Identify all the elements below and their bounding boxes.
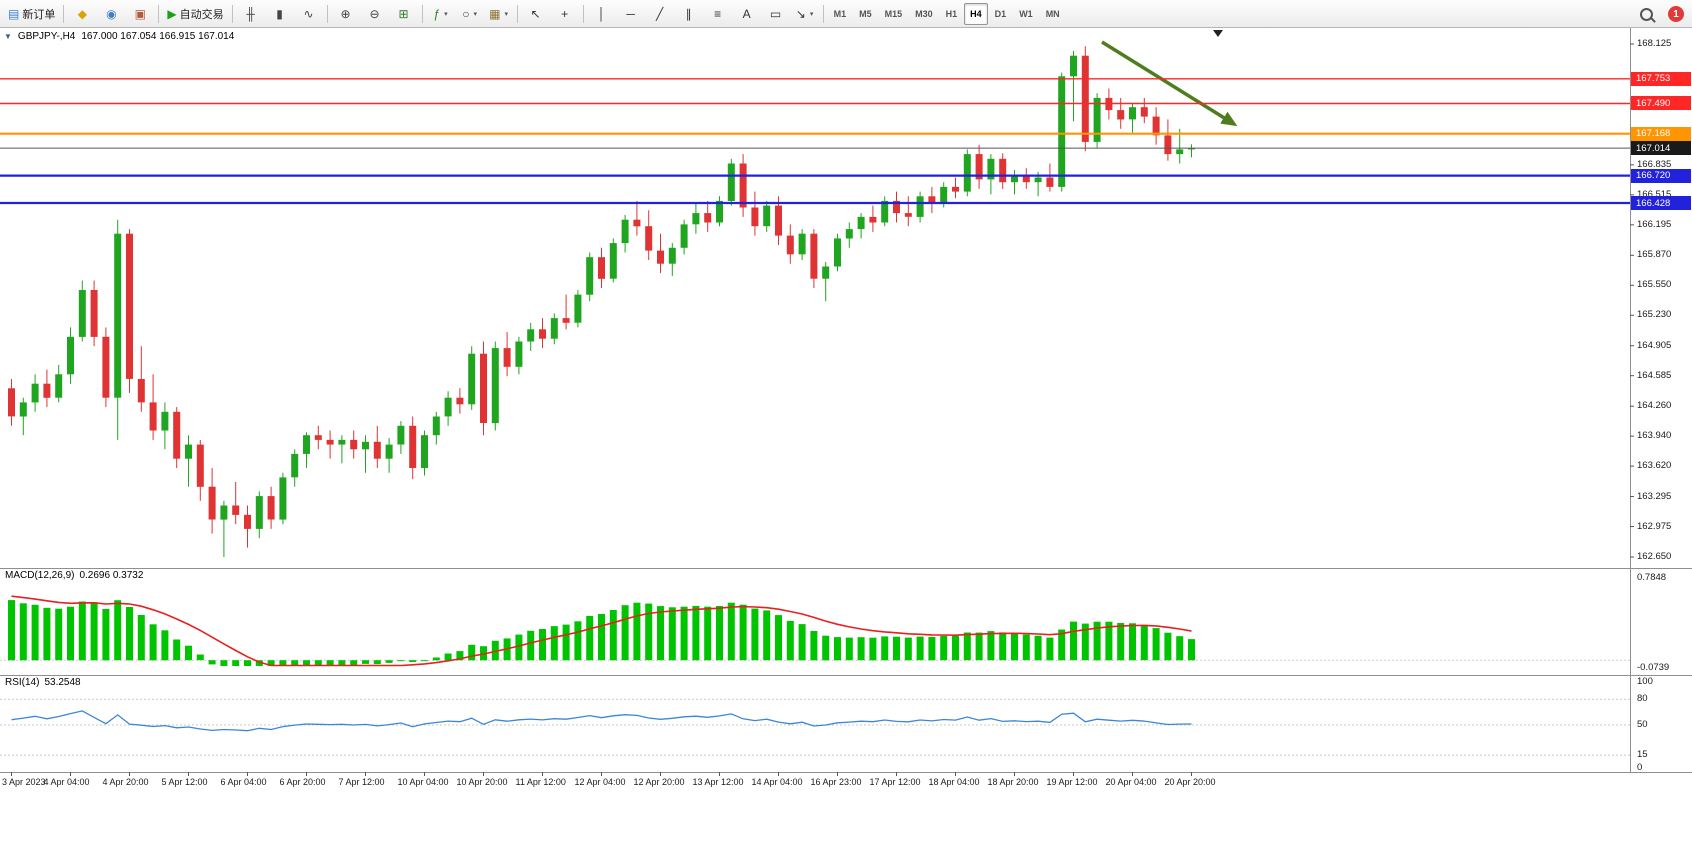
profiles-button[interactable]: ◉ — [97, 2, 125, 26]
toolbar-separator — [158, 4, 160, 23]
zoom-out-button[interactable]: ⊖ — [361, 2, 389, 26]
periods-button[interactable]: ○ ▾ — [456, 2, 484, 26]
crosshair-button[interactable]: + — [551, 2, 579, 26]
toolbar-right-cluster: 1 — [1632, 0, 1684, 28]
crosshair-icon: + — [561, 6, 569, 21]
toolbar-separator — [582, 4, 584, 23]
timeframe-d1-button[interactable]: D1 — [994, 8, 1007, 19]
timeframe-mn-button[interactable]: MN — [1045, 8, 1060, 19]
new-chart-button[interactable]: ◆ — [68, 2, 96, 26]
toolbar-separator — [63, 4, 65, 23]
cursor-icon: ↖ — [530, 6, 541, 21]
channel-button[interactable]: ∥ — [675, 2, 703, 26]
chart-area: ▼ GBPJPY-,H4 167.000 167.054 166.915 167… — [0, 28, 1692, 855]
zoom-in-icon: ⊕ — [340, 6, 351, 21]
chevron-down-icon: ▾ — [444, 10, 448, 18]
horizontal-line-button[interactable]: ─ — [617, 2, 645, 26]
toolbar-separator — [516, 4, 518, 23]
bar-chart-icon: ╫ — [246, 6, 255, 21]
vertical-line-button[interactable]: │ — [588, 2, 616, 26]
channel-icon: ∥ — [685, 6, 692, 21]
timeframe-m1-button[interactable]: M1 — [833, 8, 847, 19]
trendline-button[interactable]: ╱ — [646, 2, 674, 26]
text-icon: A — [742, 6, 751, 21]
candlestick-icon: ▮ — [276, 6, 283, 21]
toolbar-separator — [822, 4, 824, 23]
arrow-tool-icon: ↘ — [795, 6, 806, 21]
main-toolbar: 1 ▤ 新订单 ◆ ◉ ▣ ▶ 自动交易 ╫ ▮ ∿ ⊕ ⊖ ⊞ ƒ ▾ ○ ▾ ▦ ▾ ↖ + │ ─ ╱ ∥ ≡ A ▭ ↘ ▾ M1 M… — [0, 0, 1692, 28]
auto-trading-button-label: 自动交易 — [179, 8, 224, 21]
line-chart-icon: ∿ — [303, 6, 314, 21]
market-watch-icon: ▣ — [134, 6, 147, 21]
timeframe-h4-button[interactable]: H4 — [964, 2, 988, 25]
new-order-button-label: 新订单 — [22, 8, 56, 21]
search-icon — [1639, 7, 1653, 21]
chevron-down-icon: ▾ — [504, 10, 508, 18]
timeframe-m30-button[interactable]: M30 — [915, 8, 933, 19]
new-order-icon: ▤ — [8, 6, 20, 21]
vertical-line-icon: │ — [597, 6, 606, 21]
fibonacci-button[interactable]: ≡ — [704, 2, 732, 26]
fibonacci-icon: ≡ — [714, 6, 722, 21]
trendline-icon: ╱ — [655, 6, 664, 21]
timeframe-w1-button[interactable]: W1 — [1019, 8, 1033, 19]
tile-windows-button[interactable]: ⊞ — [390, 2, 418, 26]
text-button[interactable]: A — [733, 2, 761, 26]
templates-icon: ▦ — [489, 6, 501, 21]
tile-windows-icon: ⊞ — [398, 6, 409, 21]
toolbar-separator — [231, 4, 233, 23]
toolbar-separator — [421, 4, 423, 23]
text-label-button[interactable]: ▭ — [762, 2, 790, 26]
zoom-out-icon: ⊖ — [369, 6, 380, 21]
timeframe-m15-button[interactable]: M15 — [884, 8, 903, 19]
market-watch-button[interactable]: ▣ — [126, 2, 154, 26]
toolbar-separator — [326, 4, 328, 23]
line-chart-button[interactable]: ∿ — [295, 2, 323, 26]
chevron-down-icon: ▾ — [809, 10, 814, 18]
auto-trading-button[interactable]: ▶ 自动交易 — [163, 2, 227, 26]
zoom-in-button[interactable]: ⊕ — [332, 2, 360, 26]
new-chart-icon: ◆ — [77, 6, 87, 21]
chevron-down-icon: ▾ — [473, 10, 477, 18]
indicators-button[interactable]: ƒ ▾ — [427, 2, 455, 26]
horizontal-line-icon: ─ — [626, 6, 635, 21]
candlestick-chart-button[interactable]: ▮ — [266, 2, 294, 26]
chart-canvas[interactable] — [0, 28, 1692, 855]
cursor-button[interactable]: ↖ — [522, 2, 550, 26]
notification-badge[interactable]: 1 — [1668, 6, 1684, 22]
timeframe-m5-button[interactable]: M5 — [859, 8, 872, 19]
clock-icon: ○ — [462, 6, 470, 21]
indicators-icon: ƒ — [433, 6, 441, 21]
arrows-button[interactable]: ↘ ▾ — [791, 2, 819, 26]
timeframe-h1-button[interactable]: H1 — [945, 8, 958, 19]
text-label-icon: ▭ — [769, 6, 782, 21]
search-button[interactable] — [1632, 2, 1660, 26]
templates-button[interactable]: ▦ ▾ — [485, 2, 513, 26]
play-icon: ▶ — [167, 6, 177, 21]
new-order-button[interactable]: ▤ 新订单 — [4, 2, 59, 26]
profiles-icon: ◉ — [106, 6, 117, 21]
bar-chart-button[interactable]: ╫ — [237, 2, 265, 26]
